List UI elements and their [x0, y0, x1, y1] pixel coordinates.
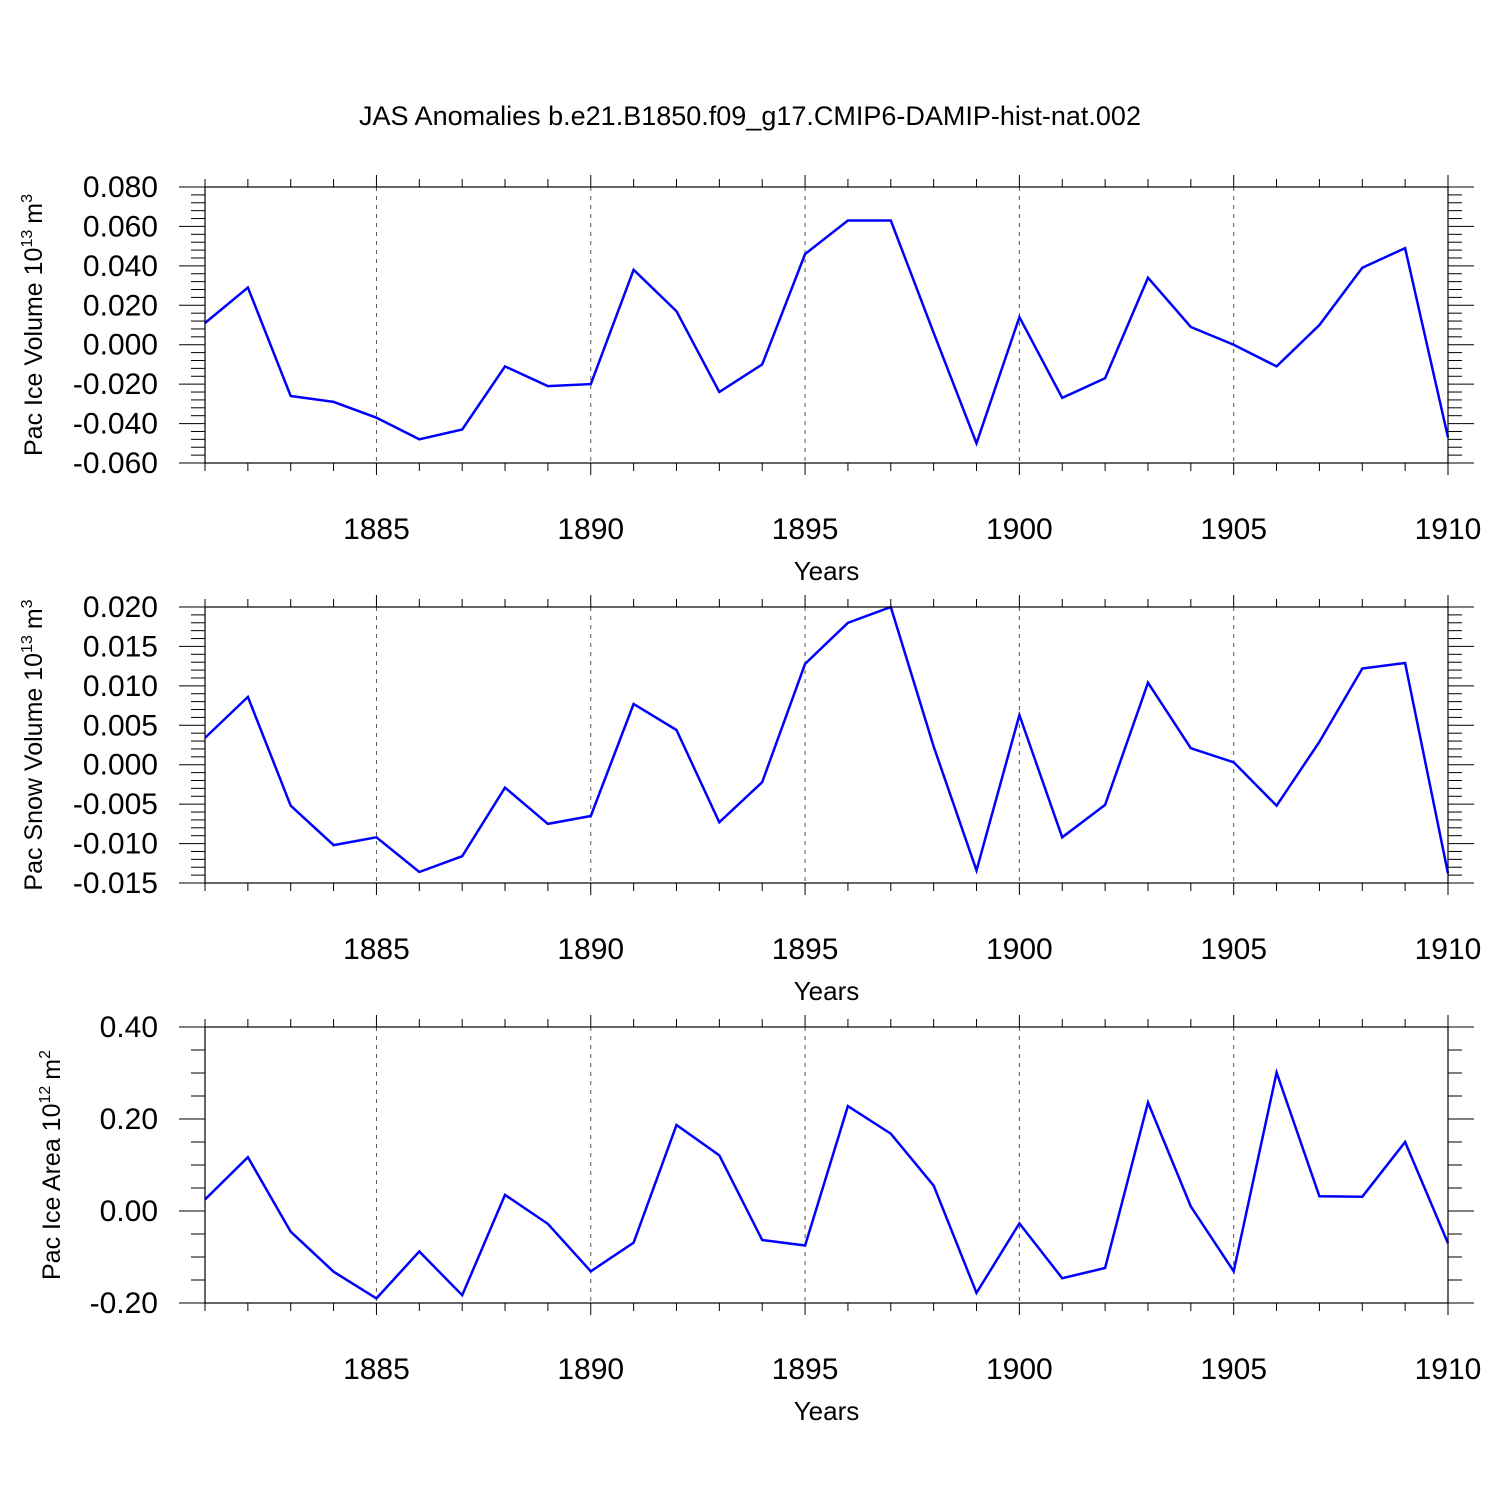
y-tick-label: 0.005: [83, 709, 158, 742]
y-axis-label-text: Pac Snow Volume 10: [20, 653, 48, 891]
x-tick-label: 1895: [772, 1353, 839, 1386]
chart-panel-3: -0.20 0.00 0.20 0.40 1885 1890 1895 1900 1905 191…: [37, 1011, 1481, 1426]
y-axis-label-exponent: 13: [19, 635, 36, 653]
y-tick-label: 0.015: [83, 630, 158, 663]
y-axis-label: Pac Ice Volume 1013 m3: [19, 194, 48, 456]
x-tick-label: 1910: [1415, 1353, 1482, 1386]
chart-panel-2: -0.015 -0.010 -0.005 0.000 0.005 0.010 0.015 0.…: [19, 591, 1481, 1006]
y-tick-label: -0.20: [90, 1287, 158, 1320]
y-axis-label-unit-exponent: 2: [37, 1050, 54, 1059]
y-axis-label-unit: m: [38, 1059, 66, 1080]
x-tick-label: 1885: [343, 933, 410, 966]
x-tick-label: 1900: [986, 933, 1053, 966]
y-tick-label: 0.040: [83, 250, 158, 283]
chart-title: JAS Anomalies b.e21.B1850.f09_g17.CMIP6-…: [359, 101, 1141, 131]
x-tick-label: 1905: [1200, 1353, 1267, 1386]
y-tick-label: -0.060: [73, 447, 158, 480]
y-tick-label: 0.020: [83, 591, 158, 624]
x-tick-label: 1890: [557, 1353, 624, 1386]
y-axis-label: Pac Snow Volume 1013 m3: [19, 599, 48, 890]
x-axis-label: Years: [794, 976, 860, 1006]
y-tick-label: -0.010: [73, 828, 158, 861]
y-axis-label-text: Pac Ice Volume 10: [20, 248, 48, 456]
x-tick-label: 1900: [986, 1353, 1053, 1386]
y-tick-label: 0.060: [83, 210, 158, 243]
plot-frame: [204, 1026, 1449, 1304]
y-axis-label-unit-exponent: 3: [19, 599, 36, 608]
x-tick-label: 1905: [1200, 513, 1267, 546]
y-tick-label: 0.080: [83, 171, 158, 204]
series-line: [204, 219, 1450, 447]
y-tick-label: 0.00: [100, 1195, 158, 1228]
plot-frame: [204, 606, 1449, 884]
x-tick-label: 1885: [343, 1353, 410, 1386]
x-axis-label: Years: [794, 556, 860, 586]
x-tick-label: 1900: [986, 513, 1053, 546]
chart-panel-1: -0.060 -0.040 -0.020 0.000 0.020 0.040 0.060 0.…: [19, 171, 1481, 586]
y-axis-label-unit-exponent: 3: [19, 194, 36, 203]
x-tick-label: 1890: [557, 513, 624, 546]
plot-frame: [204, 186, 1449, 464]
y-tick-label: -0.015: [73, 867, 158, 900]
y-axis-label-exponent: 12: [37, 1086, 54, 1104]
y-tick-label: -0.040: [73, 408, 158, 441]
y-axis-label: Pac Ice Area 1012 m2: [37, 1050, 66, 1280]
y-tick-label: 0.20: [100, 1103, 158, 1136]
y-tick-label: 0.000: [83, 329, 158, 362]
x-tick-label: 1895: [772, 933, 839, 966]
chart-panels: -0.060 -0.040 -0.020 0.000 0.020 0.040 0.060 0.…: [19, 171, 1481, 1426]
y-tick-label: 0.40: [100, 1011, 158, 1044]
series-line: [204, 1067, 1450, 1301]
y-tick-label: -0.020: [73, 368, 158, 401]
x-tick-label: 1885: [343, 513, 410, 546]
x-tick-label: 1910: [1415, 513, 1482, 546]
y-axis-label-text: Pac Ice Area 10: [38, 1104, 66, 1281]
x-tick-label: 1905: [1200, 933, 1267, 966]
y-axis-label-exponent: 13: [19, 230, 36, 248]
x-axis-label: Years: [794, 1396, 860, 1426]
y-tick-label: 0.020: [83, 289, 158, 322]
y-tick-label: -0.005: [73, 788, 158, 821]
series-line: [204, 605, 1450, 875]
y-axis-label-unit: m: [20, 608, 48, 629]
x-tick-label: 1895: [772, 513, 839, 546]
y-axis-label-unit: m: [20, 203, 48, 224]
y-tick-label: 0.010: [83, 670, 158, 703]
x-tick-label: 1890: [557, 933, 624, 966]
x-tick-label: 1910: [1415, 933, 1482, 966]
y-tick-label: 0.000: [83, 749, 158, 782]
